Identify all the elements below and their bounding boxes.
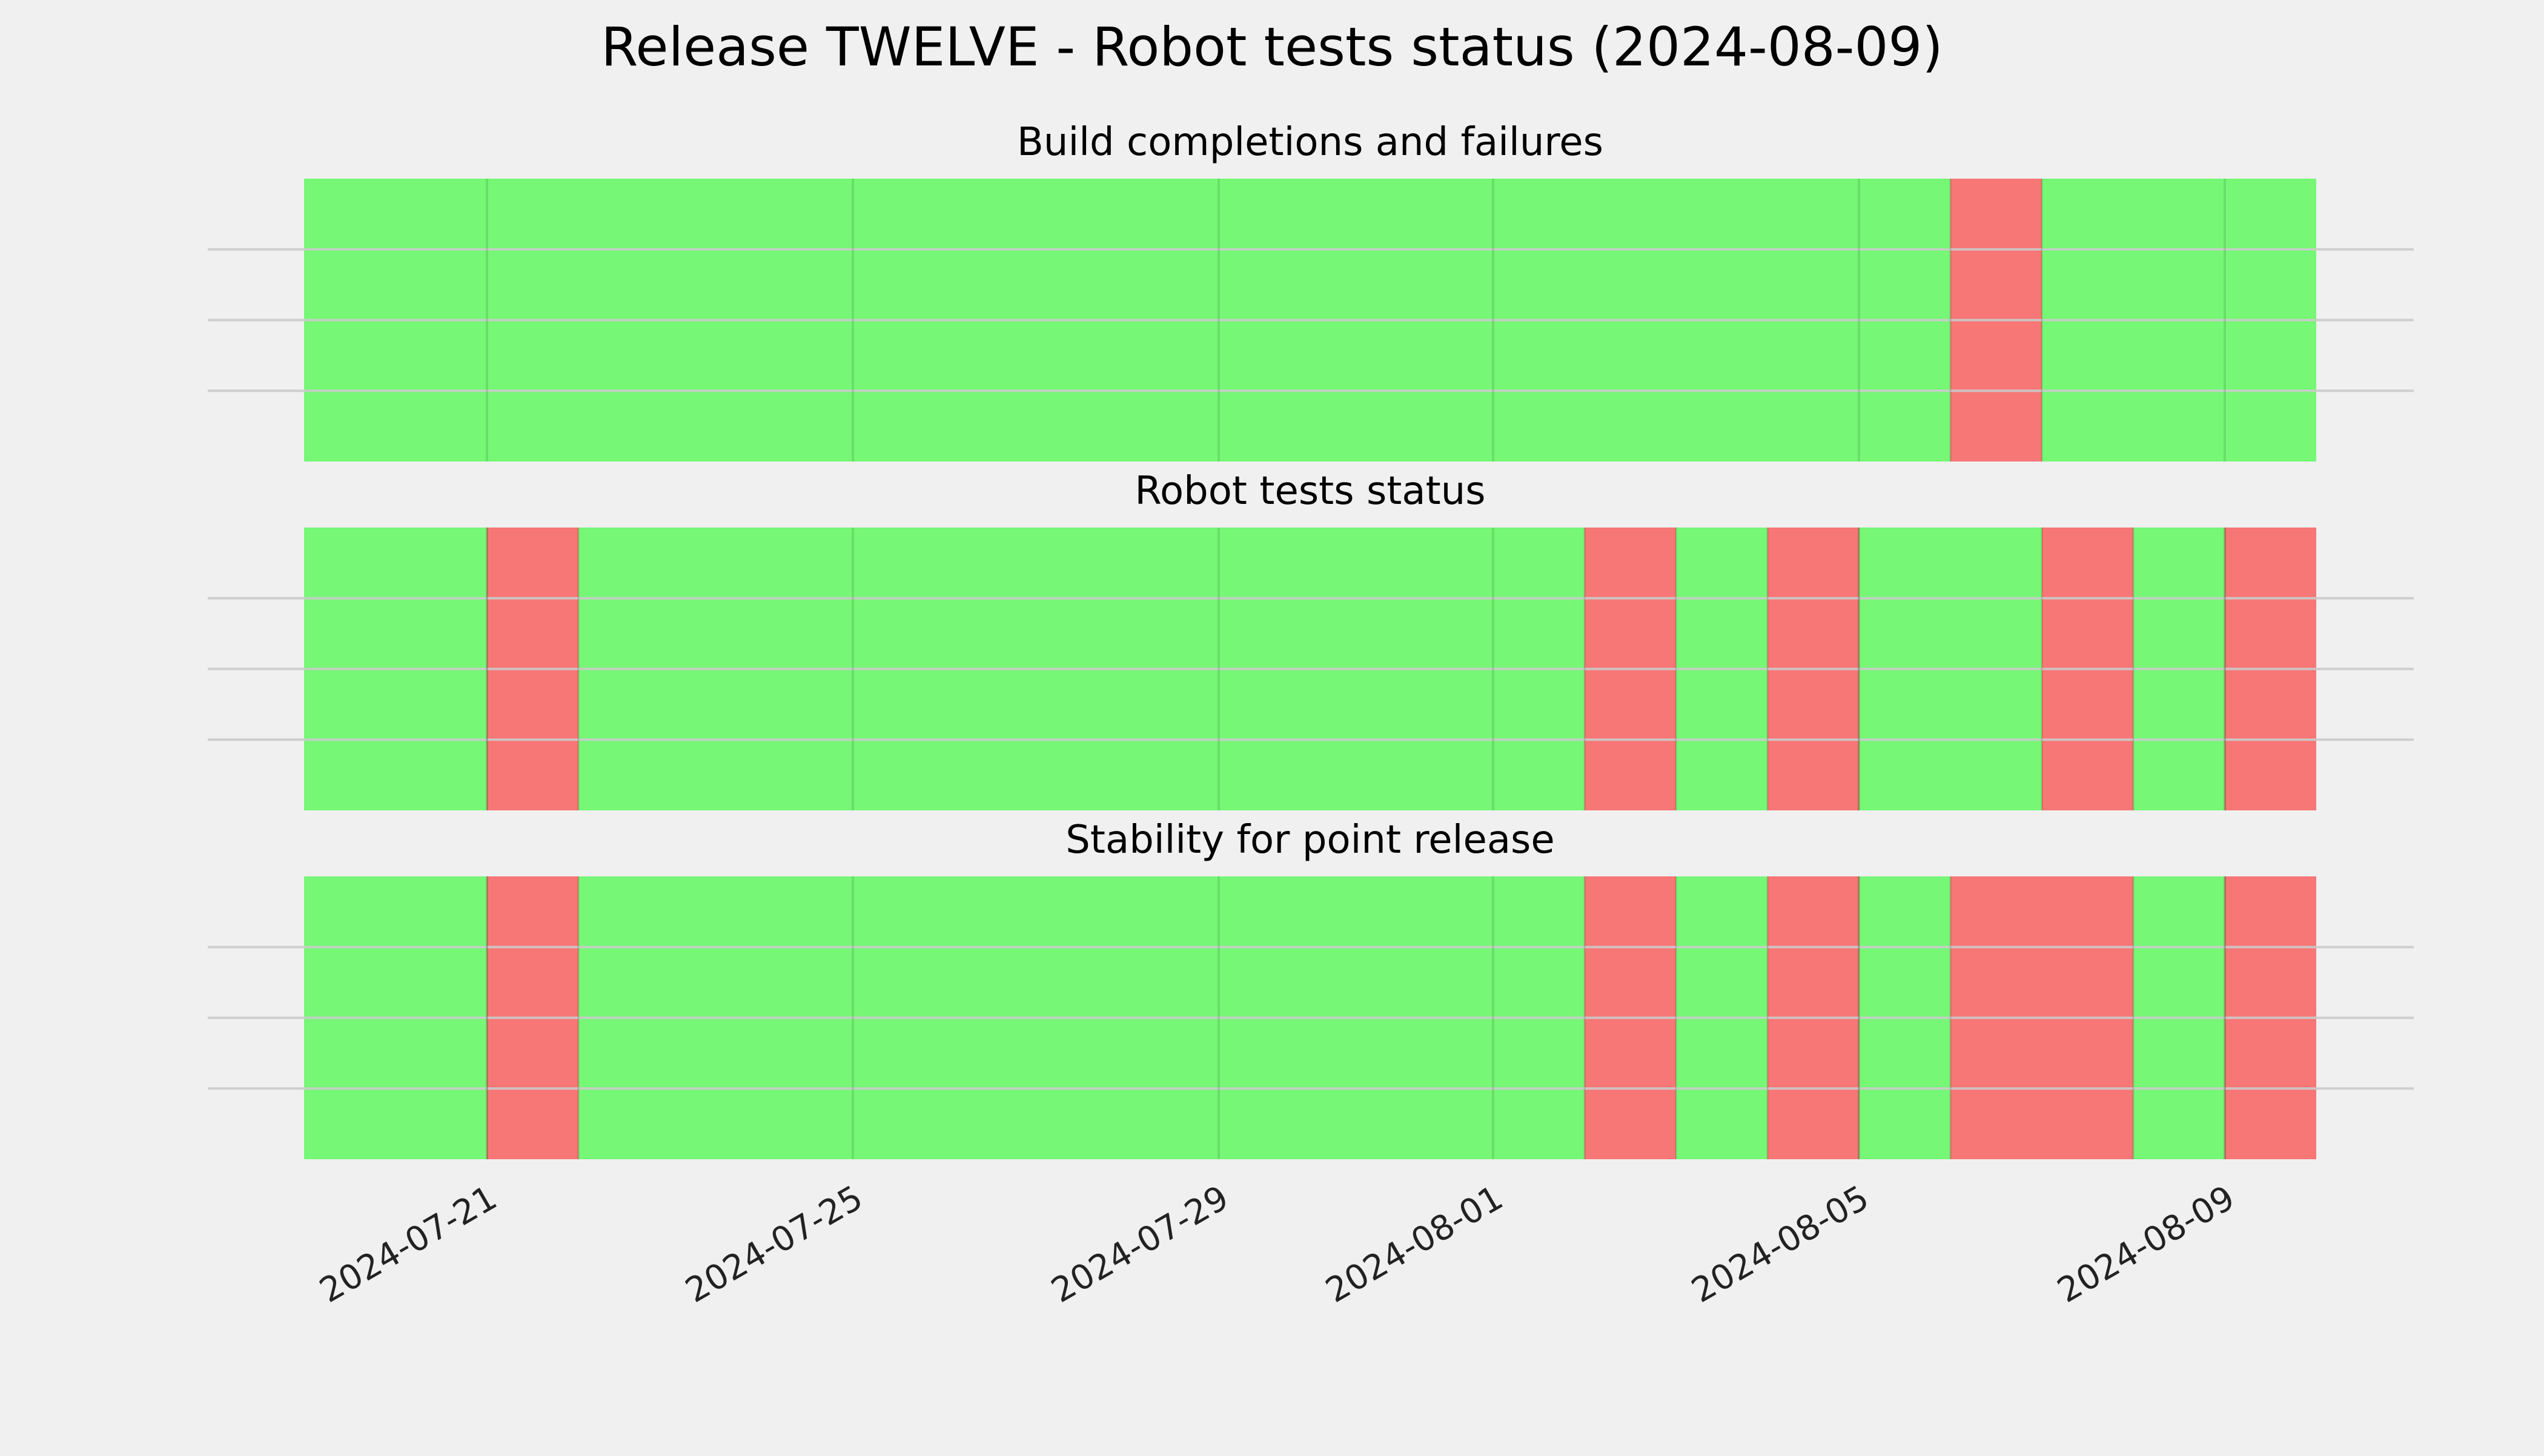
x-tick-label: 2024-07-21 [313,1178,503,1311]
panel-title: Stability for point release [1065,818,1555,862]
panel-2: Robot tests status [208,469,2414,810]
x-tick-label: 2024-07-29 [1045,1178,1235,1311]
panel-3: Stability for point release [208,818,2414,1159]
x-tick-label: 2024-08-09 [2051,1178,2241,1311]
panel-title: Robot tests status [1135,469,1485,514]
x-tick-label: 2024-08-05 [1685,1178,1875,1311]
x-tick-label: 2024-08-01 [1319,1178,1509,1311]
panel-title: Build completions and failures [1017,120,1603,165]
figure-title: Release TWELVE - Robot tests status (202… [601,16,1943,78]
panel-1: Build completions and failures [208,120,2414,462]
x-tick-label: 2024-07-25 [679,1178,869,1311]
